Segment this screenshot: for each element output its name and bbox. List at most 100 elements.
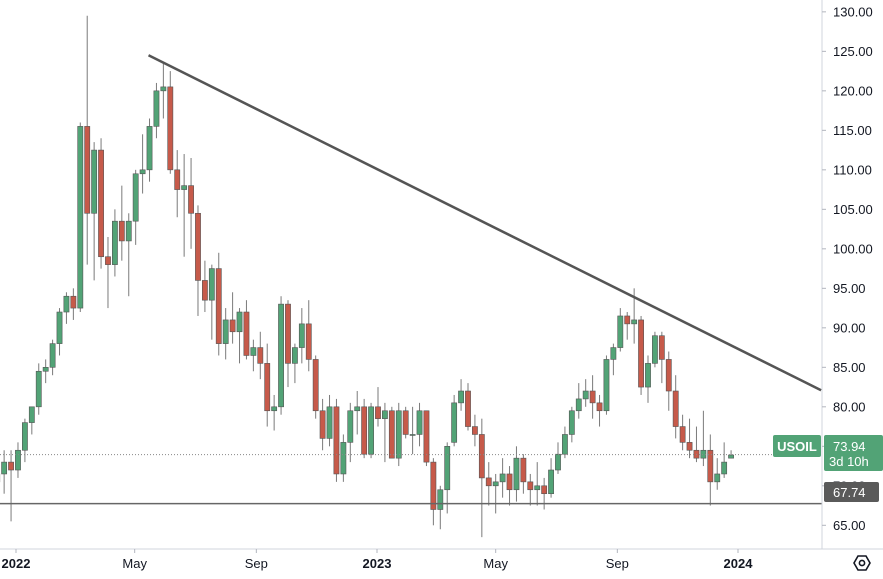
settings-button[interactable] [853,555,871,571]
candle-body [84,126,91,214]
candle-body [208,268,215,301]
candle-body [243,311,250,356]
candle [485,462,492,506]
candle-body [326,406,333,439]
time-axis[interactable]: 2022 May Sep 2023 May Sep 2024 [2,549,754,571]
last-price-badge[interactable]: 73.94 3d 10h [824,435,883,471]
candle-body [250,347,257,356]
candle-body [292,347,298,364]
bar-countdown: 3d 10h [829,454,869,469]
candle [63,292,70,324]
candle-body [728,454,734,459]
y-tick-label: 85.00 [833,360,866,375]
candle-body [645,363,651,388]
candle-body [458,390,464,404]
candle-body [105,256,111,265]
resistance-trendline[interactable] [147,54,822,392]
symbol-badge[interactable]: USOIL [773,435,821,457]
candle [298,308,305,364]
candle-body [610,347,617,360]
candle [146,118,153,182]
last-price-value: 73.94 [833,439,866,454]
candle [229,292,236,344]
candle-body [91,149,98,214]
candle-body [548,469,554,495]
candle [603,355,610,415]
candle [451,394,458,447]
candle-body [527,481,534,491]
candle [167,71,174,174]
candle [22,418,28,463]
candle-body [354,406,361,412]
symbol-label: USOIL [777,439,817,454]
candle [416,402,423,447]
candle [527,473,534,506]
candle [610,343,617,376]
candle-body [132,173,139,222]
candle-body [70,295,77,309]
candle [91,142,98,281]
candle-body [444,446,451,491]
candle [35,363,42,415]
candle-body [139,169,146,175]
candle-body [35,370,42,408]
candle-body [229,319,236,333]
candle [368,402,374,459]
candle-body [361,406,368,455]
candle [160,63,167,119]
candle-body [534,485,541,491]
candle [250,339,257,372]
price-axis[interactable]: 130.00 125.00 120.00 115.00 110.00 105.00 100.… [822,4,873,533]
candle [700,410,707,467]
candle-body [423,410,430,463]
candle [188,157,194,249]
candle [430,458,437,526]
y-tick-label: 105.00 [833,202,873,217]
support-price-badge[interactable]: 67.74 [824,482,879,502]
candle [444,442,451,514]
candle [686,418,693,459]
candle-body [271,406,278,412]
candle [340,434,347,482]
candle-body [555,453,561,471]
y-tick-label: 95.00 [833,281,866,296]
candle [728,450,734,459]
candle-body [582,390,589,400]
candle [271,394,278,431]
candle-body [42,367,49,372]
support-price-value: 67.74 [833,485,866,500]
candle [70,288,77,320]
candle [382,402,388,463]
candle-body [721,461,728,475]
candle-body [333,406,340,475]
candle-body [707,449,714,483]
candle [589,375,596,419]
candle-body [451,402,458,443]
candle [174,150,181,218]
candle [215,252,222,356]
candle-body [22,422,28,451]
candle-body [98,149,104,258]
candle-body [672,390,679,427]
candle [98,138,104,269]
candle [326,394,333,447]
candle-body [652,335,658,364]
candle-body [285,303,291,364]
candle [125,213,132,297]
candle-body [603,359,610,412]
y-tick-label: 110.00 [833,162,872,177]
candle [347,402,354,463]
candle [458,379,464,411]
candle [652,331,658,368]
candle [202,260,208,313]
candle-body [368,406,374,455]
candle-body [402,410,409,435]
candle-body [665,359,672,392]
candle [624,312,631,340]
x-tick-label: 2023 [363,556,392,571]
y-tick-label: 120.00 [833,83,873,98]
candle [658,331,665,384]
candle [28,406,35,435]
candle-body [506,473,513,491]
